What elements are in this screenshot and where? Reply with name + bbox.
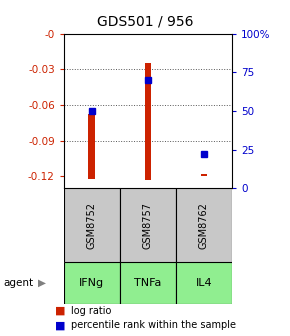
Text: ▶: ▶ <box>38 278 46 288</box>
Bar <box>120 188 176 262</box>
Bar <box>176 262 232 304</box>
Text: GSM8752: GSM8752 <box>87 202 97 249</box>
Bar <box>88 115 95 179</box>
Bar <box>176 188 232 262</box>
Text: IFNg: IFNg <box>79 278 104 288</box>
Text: GSM8762: GSM8762 <box>199 202 209 249</box>
Bar <box>64 188 120 262</box>
Text: GDS501 / 956: GDS501 / 956 <box>97 15 193 29</box>
Bar <box>201 174 207 176</box>
Bar <box>144 63 151 180</box>
Text: percentile rank within the sample: percentile rank within the sample <box>71 320 236 330</box>
Text: ■: ■ <box>55 320 66 330</box>
Text: IL4: IL4 <box>196 278 212 288</box>
Text: agent: agent <box>3 278 33 288</box>
Bar <box>64 262 120 304</box>
Bar <box>120 262 176 304</box>
Text: TNFa: TNFa <box>134 278 162 288</box>
Text: ■: ■ <box>55 306 66 316</box>
Text: log ratio: log ratio <box>71 306 111 316</box>
Text: GSM8757: GSM8757 <box>143 202 153 249</box>
